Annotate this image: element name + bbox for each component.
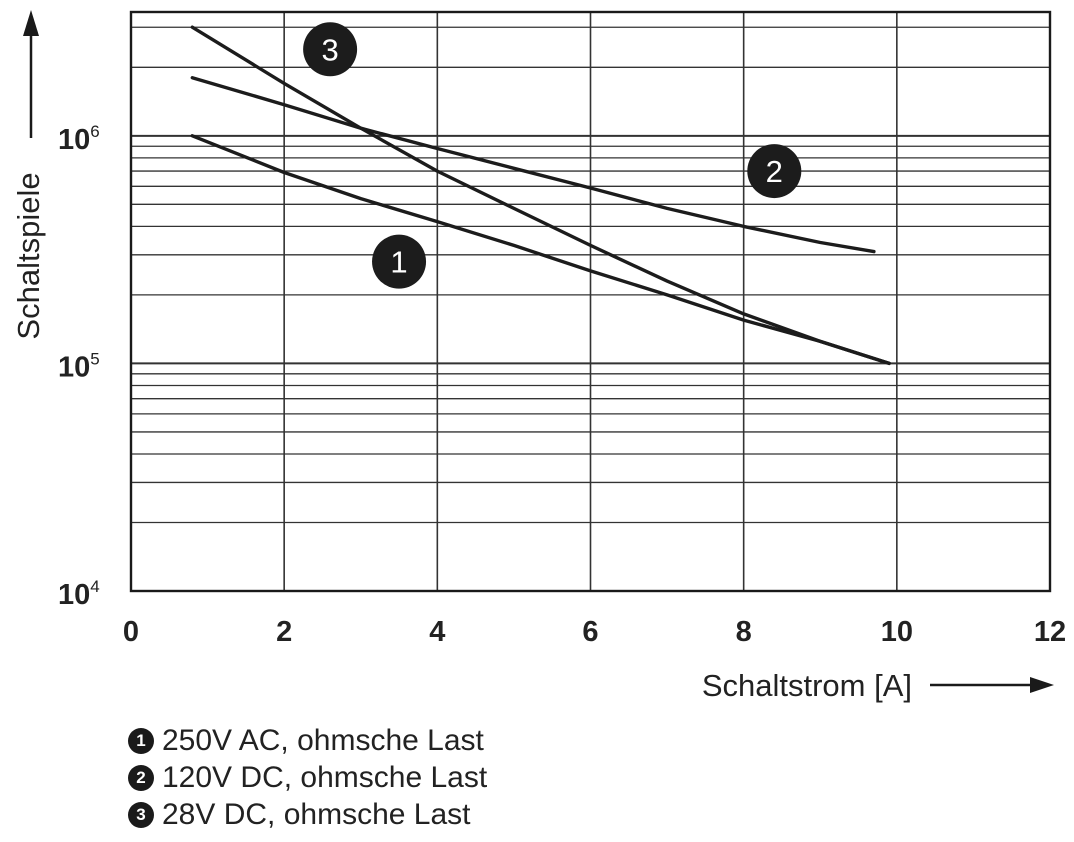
series-marker-2 [747,144,802,199]
plot-frame [129,10,1052,593]
series-marker-label-1: 1 [390,245,407,280]
x-tick-label: 8 [736,616,752,648]
legend-badge-2: 2 [128,764,154,791]
legend-item-3: 3 28V DC, ohmsche Last [128,796,487,833]
x-tick-label: 4 [429,616,445,648]
x-axis-arrow [930,677,1054,693]
x-axis-label: Schaltstrom [A] [702,668,912,703]
y-tick-label: 105 [58,349,100,383]
y-axis-label: Schaltspiele [11,172,46,339]
legend-badge-1: 1 [128,727,154,754]
series-marker-label-2: 2 [766,154,783,189]
series-layer [190,25,891,366]
x-tick-label: 0 [123,616,139,648]
series-marker-label-3: 3 [321,32,338,67]
legend-label-3: 28V DC, ohmsche Last [162,797,471,831]
plot-border [129,10,1052,593]
grid [131,12,1050,591]
y-axis-arrow [23,10,39,138]
series-line-2 [190,75,876,254]
x-tick-label: 10 [881,616,913,648]
y-tick-label: 106 [58,122,100,156]
legend-badge-3: 3 [128,801,154,828]
series-line-3 [190,25,891,366]
x-tick-labels: 0 2 4 6 8 10 12 [123,616,1066,648]
x-tick-label: 6 [582,616,598,648]
legend-item-2: 2 120V DC, ohmsche Last [128,759,487,796]
legend-item-1: 1 250V AC, ohmsche Last [128,722,487,759]
y-tick-labels: 104 105 106 [58,122,100,611]
legend-label-2: 120V DC, ohmsche Last [162,760,488,794]
legend: 1 250V AC, ohmsche Last 2 120V DC, ohmsc… [128,722,487,833]
y-tick-label: 104 [58,577,100,611]
series-marker-3 [303,22,358,77]
series-markers: 1 2 3 [303,22,802,289]
series-line-1 [190,134,891,366]
series-marker-1 [372,234,427,289]
x-tick-label: 12 [1034,616,1066,648]
x-tick-label: 2 [276,616,292,648]
legend-label-1: 250V AC, ohmsche Last [162,723,484,757]
